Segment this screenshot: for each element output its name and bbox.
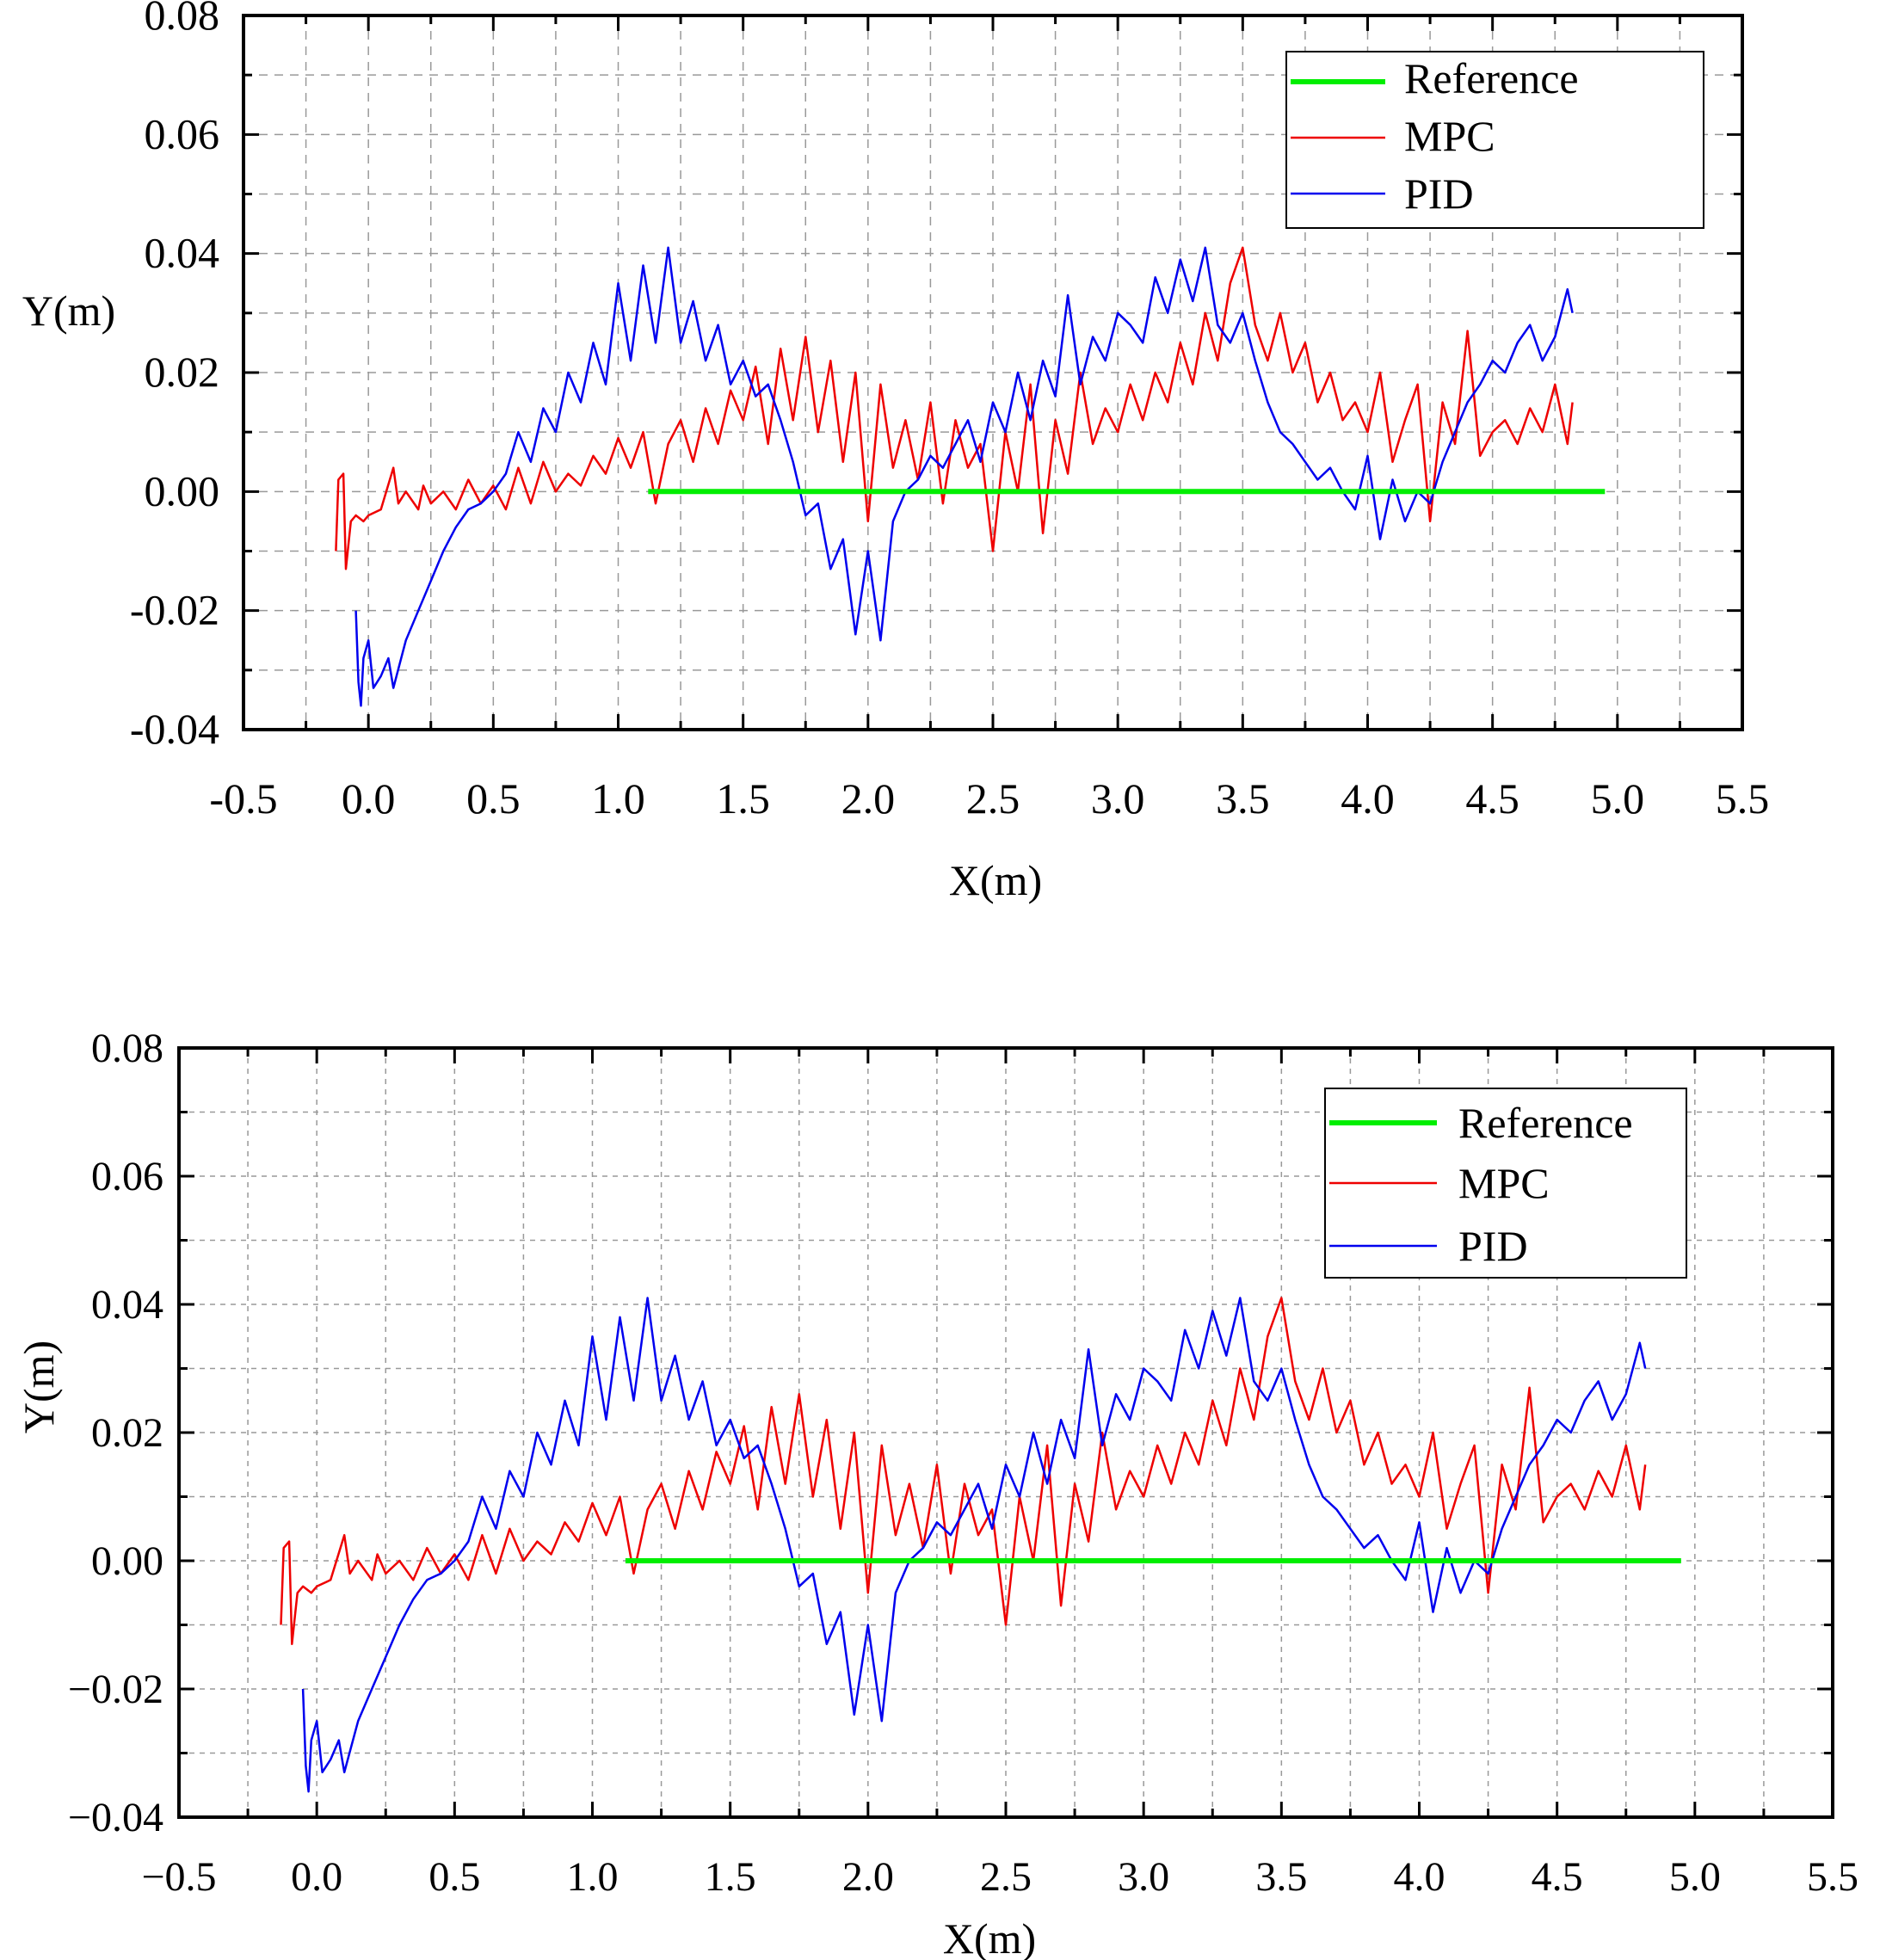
chart-top-y-tick-label: 0.08 bbox=[145, 0, 220, 39]
chart-top-y-axis-title: Y(m) bbox=[22, 287, 115, 335]
chart-top-x-tick-label: 3.5 bbox=[1216, 774, 1270, 823]
chart-bottom-x-tick-label: 0.5 bbox=[428, 1854, 480, 1900]
chart-bottom-series bbox=[280, 1297, 1681, 1793]
chart-bottom-legend-reference-label: Reference bbox=[1458, 1099, 1633, 1147]
chart-bottom-x-tick-label: 1.0 bbox=[567, 1854, 619, 1900]
chart-top-y-tick-label: 0.04 bbox=[145, 229, 220, 277]
chart-bottom-y-axis-title: Y(m) bbox=[15, 1341, 63, 1433]
chart-top-x-tick-label: -0.5 bbox=[209, 774, 277, 823]
chart-bottom-x-tick-label: 4.0 bbox=[1394, 1854, 1445, 1900]
chart-top-legend-mpc-label: MPC bbox=[1404, 112, 1495, 160]
chart-top-x-tick-label: 1.0 bbox=[591, 774, 645, 823]
chart-top-legend-pid-label: PID bbox=[1404, 169, 1474, 218]
chart-bottom-x-tick-label: 4.5 bbox=[1532, 1854, 1583, 1900]
chart-top-series-mpc bbox=[335, 246, 1574, 570]
chart-top-legend-reference-label: Reference bbox=[1404, 54, 1579, 102]
chart-bottom-y-tick-label: 0.06 bbox=[91, 1154, 163, 1199]
chart-bottom-y-tick-label: 0.04 bbox=[91, 1282, 163, 1328]
chart-bottom-y-tick-label: 0.00 bbox=[91, 1538, 163, 1584]
chart-top-x-axis-title: X(m) bbox=[949, 856, 1042, 904]
chart-top-y-tick-label: 0.02 bbox=[145, 348, 220, 396]
chart-top-ticks bbox=[242, 14, 1744, 731]
chart-bottom-y-tick-label: −0.04 bbox=[68, 1795, 163, 1840]
chart-bottom-x-tick-label: −0.5 bbox=[141, 1854, 216, 1900]
chart-bottom-tick-labels: −0.5 0.0 0.5 1.0 1.5 2.0 2.5 3.0 3.5 4.0 4.5 5.0 5.5… bbox=[68, 1026, 1858, 1900]
chart-bottom-y-tick-label: 0.08 bbox=[91, 1026, 163, 1071]
chart-top-y-tick-label: -0.04 bbox=[130, 705, 219, 753]
chart-bottom-x-tick-label: 2.5 bbox=[980, 1854, 1032, 1900]
chart-bottom-legend: Reference MPC PID bbox=[1324, 1088, 1687, 1279]
chart-top-series bbox=[335, 246, 1606, 707]
chart-bottom-x-tick-label: 5.0 bbox=[1669, 1854, 1721, 1900]
chart-top-x-tick-label: 5.5 bbox=[1716, 774, 1770, 823]
chart-top-y-tick-label: 0.06 bbox=[145, 109, 220, 157]
chart-bottom-x-tick-label: 5.5 bbox=[1807, 1854, 1858, 1900]
chart-bottom-x-tick-label: 3.0 bbox=[1118, 1854, 1169, 1900]
chart-top-y-tick-label: -0.02 bbox=[130, 586, 219, 634]
chart-top-x-tick-label: 4.5 bbox=[1465, 774, 1519, 823]
chart-top-x-tick-label: 3.0 bbox=[1091, 774, 1145, 823]
chart-top-x-tick-label: 4.0 bbox=[1341, 774, 1395, 823]
chart-bottom-x-axis-title: X(m) bbox=[943, 1914, 1036, 1960]
chart-top-x-tick-label: 1.5 bbox=[716, 774, 770, 823]
chart-top-x-tick-label: 0.5 bbox=[466, 774, 521, 823]
chart-top-x-tick-label: 5.0 bbox=[1591, 774, 1645, 823]
chart-top-tick-labels: -0.5 0.0 0.5 1.0 1.5 2.0 2.5 3.0 3.5 4.0 4.5 5.0 5.5… bbox=[130, 0, 1769, 823]
chart-bottom-series-pid bbox=[301, 1297, 1647, 1793]
chart-bottom-series-mpc bbox=[280, 1297, 1647, 1646]
chart-bottom: −0.5 0.0 0.5 1.0 1.5 2.0 2.5 3.0 3.5 4.0 4.5 5.0 5.5… bbox=[15, 1026, 1858, 1960]
chart-bottom-x-tick-label: 1.5 bbox=[705, 1854, 756, 1900]
chart-top-y-tick-label: 0.00 bbox=[145, 466, 220, 515]
chart-bottom-y-tick-label: −0.02 bbox=[68, 1667, 163, 1712]
chart-top-x-tick-label: 2.5 bbox=[966, 774, 1020, 823]
chart-top-x-tick-label: 2.0 bbox=[841, 774, 896, 823]
chart-bottom-legend-mpc-label: MPC bbox=[1458, 1159, 1550, 1207]
chart-top: -0.5 0.0 0.5 1.0 1.5 2.0 2.5 3.0 3.5 4.0 4.5 5.0 5.5… bbox=[22, 0, 1769, 904]
chart-top-series-pid bbox=[354, 246, 1574, 707]
chart-bottom-x-tick-label: 0.0 bbox=[291, 1854, 342, 1900]
chart-top-x-tick-label: 0.0 bbox=[342, 774, 396, 823]
chart-top-legend: Reference MPC PID bbox=[1285, 51, 1704, 229]
chart-bottom-y-tick-label: 0.02 bbox=[91, 1410, 163, 1456]
chart-bottom-ticks bbox=[177, 1046, 1834, 1819]
chart-bottom-x-tick-label: 2.0 bbox=[842, 1854, 894, 1900]
chart-bottom-legend-pid-label: PID bbox=[1458, 1222, 1528, 1270]
chart-bottom-x-tick-label: 3.5 bbox=[1255, 1854, 1307, 1900]
